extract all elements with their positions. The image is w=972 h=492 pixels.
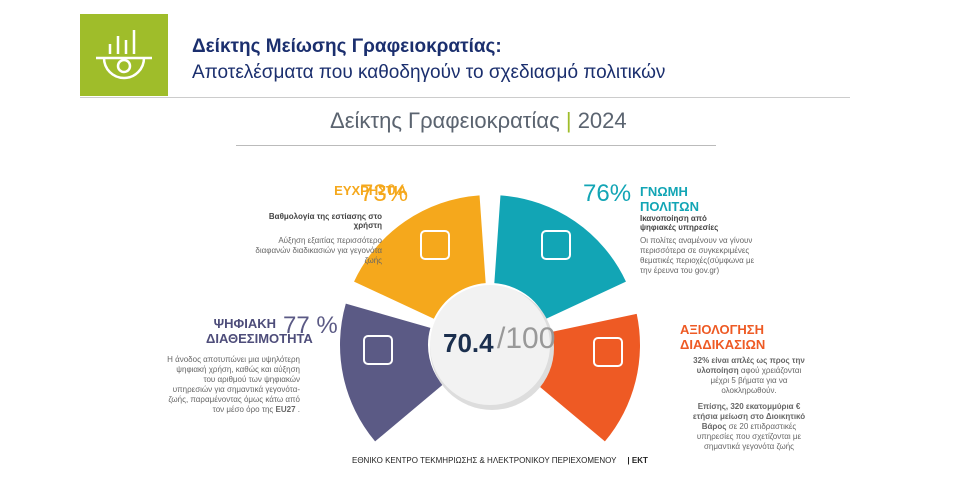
highlight: 32% είναι απλές ως προς την υλοποίηση (693, 356, 805, 375)
scale: /100 (497, 322, 556, 355)
segment-shape (537, 313, 641, 442)
note-end: . (297, 405, 300, 414)
segment-icon (593, 337, 623, 367)
header-title: Δείκτης Μείωσης Γραφειοκρατίας: (192, 36, 502, 57)
segment-note: Αύξηση εξαιτίας περισσότερο διαφανών δια… (255, 236, 382, 265)
highlight: Επίσης, 320 εκατομμύρια € ετήσια μείωση … (692, 402, 806, 431)
segment-shape (354, 195, 486, 319)
center-circle (430, 285, 550, 405)
infographic-title: Δείκτης Γραφειοκρατίας (330, 108, 560, 133)
year: 2024 (577, 108, 627, 133)
segment-name-text: ΨΗΦΙΑΚΗ ΔΙΑΘΕΣΙΜΟΤΗΤΑ (206, 316, 313, 346)
separator: | (565, 108, 572, 133)
segment-icon (420, 230, 450, 260)
segment-note-2: Επίσης, 320 εκατομμύρια € ετήσια μείωση … (690, 402, 808, 452)
segment-icon (363, 335, 393, 365)
segment-percent: 76% (583, 180, 632, 207)
note-bold: EU27 (275, 405, 296, 414)
segment-icon (541, 230, 571, 260)
segment-subtitle: Βαθμολογία της εστίασης στο χρήστη (268, 212, 382, 230)
score: 70.4 (443, 328, 494, 358)
segment-note: Η άνοδος αποτυπώνει μια υψηλότερη ψηφιακ… (164, 355, 300, 415)
segment-usability: ΕΥΧΡΗΣΤΙΑ (285, 182, 407, 200)
footer: ΕΘΝΙΚΟ ΚΕΝΤΡΟ ΤΕΚΜΗΡΙΩΣΗΣ & ΗΛΕΚΤΡΟΝΙΚΟΥ… (352, 456, 648, 465)
segment-shape (340, 303, 443, 442)
logo-icon (96, 30, 152, 80)
segment-shape (494, 195, 626, 319)
segment-subtitle: Ικανοποίηση από ψηφιακές υπηρεσίες (640, 214, 719, 232)
segment-note: Οι πολίτες αναμένουν να γίνουν περισσότε… (640, 236, 755, 275)
segment-name: ΕΥΧΡΗΣΤΙΑ (334, 183, 407, 198)
segment-name: ΑΞΙΟΛΟΓΗΣΗ ΔΙΑΔΙΚΑΣΙΩΝ (680, 322, 766, 352)
footer-brand: | ΕΚΤ (627, 456, 648, 465)
logo-box (80, 14, 168, 96)
segment-note-1: 32% είναι απλές ως προς την υλοποίηση αφ… (690, 356, 808, 396)
infographic-title-row: Δείκτης Γραφειοκρατίας | 2024 (330, 108, 627, 134)
footer-org: ΕΘΝΙΚΟ ΚΕΝΤΡΟ ΤΕΚΜΗΡΙΩΣΗΣ & ΗΛΕΚΤΡΟΝΙΚΟΥ… (352, 456, 617, 465)
note-text: αφού χρειάζονται μέχρι 5 βήματα για να ο… (710, 366, 802, 395)
header-subtitle: Αποτελέσματα που καθοδηγούν το σχεδιασμό… (192, 62, 666, 83)
segment-name: ΓΝΩΜΗ ΠΟΛΙΤΩΝ (640, 184, 699, 214)
segment-percent: 77 % (283, 312, 338, 339)
segment-name: ΨΗΦΙΑΚΗ ΔΙΑΘΕΣΙΜΟΤΗΤΑ (206, 316, 313, 346)
title-underline (236, 145, 716, 146)
note-text: Η άνοδος αποτυπώνει μια υψηλότερη ψηφιακ… (167, 355, 300, 414)
divider (80, 97, 850, 98)
segment-percent: 73% (360, 180, 409, 207)
note-text: σε 20 επιδραστικές υπηρεσίες που σχετίζο… (696, 422, 802, 451)
